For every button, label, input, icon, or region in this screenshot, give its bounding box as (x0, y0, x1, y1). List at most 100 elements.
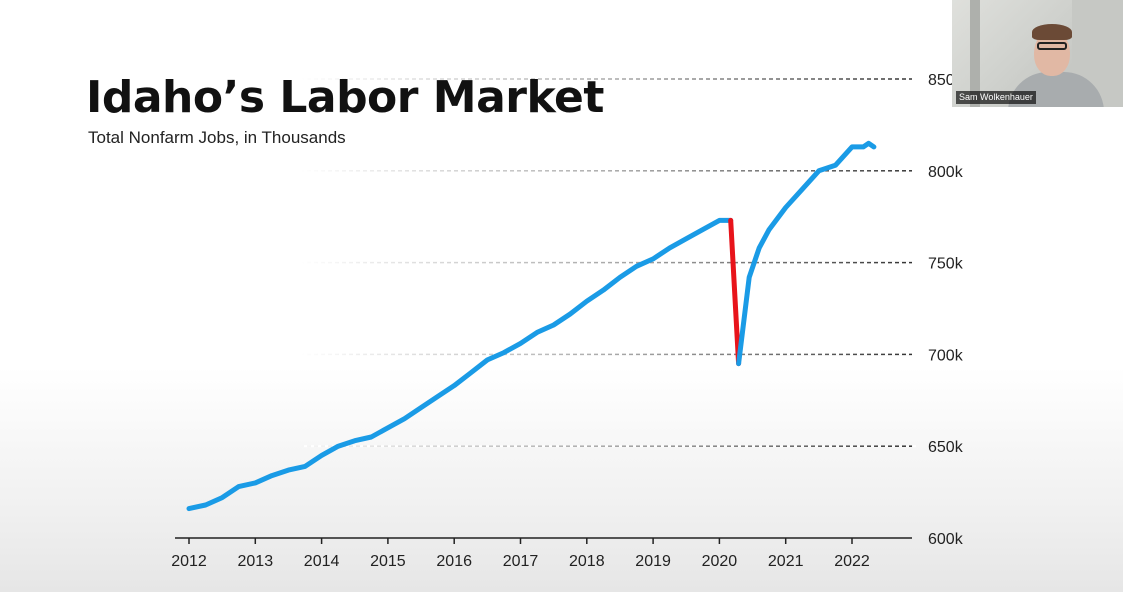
gridline-gap (409, 445, 412, 448)
gridline-gap (913, 353, 916, 356)
gridline-gap (458, 78, 461, 80)
gridline-gap (906, 78, 909, 80)
gridline-gap (864, 78, 867, 80)
gridline-gap (430, 445, 433, 448)
gridline-gap (696, 261, 699, 264)
gridline-gap (451, 78, 454, 80)
x-tick-label-2015: 2015 (370, 553, 406, 570)
gridline-gap (367, 169, 370, 172)
gridline-gap (633, 261, 636, 264)
gridline-gap (388, 78, 391, 80)
gridline-gap (325, 261, 328, 264)
y-tick-label-850: 850 (928, 72, 955, 89)
gridline-gap (465, 445, 468, 448)
gridline-gap (668, 169, 671, 172)
gridline-gap (710, 78, 713, 80)
gridline-gap (339, 261, 342, 264)
webcam-thumbnail[interactable]: Sam Wolkenhauer (952, 0, 1123, 107)
gridline-gap (584, 169, 587, 172)
gridline-gap (549, 445, 552, 448)
gridline-gap (479, 169, 482, 172)
gridline-gap (388, 353, 391, 356)
gridline-gap (605, 353, 608, 356)
gridline-gap (486, 78, 489, 80)
gridline-gap (549, 261, 552, 264)
gridline-gap (395, 445, 398, 448)
gridline-gap (640, 445, 643, 448)
gridline-gap (738, 261, 741, 264)
gridline-gap (780, 445, 783, 448)
gridline-gap (710, 445, 713, 448)
gridline-gap (808, 261, 811, 264)
gridline-gap (836, 353, 839, 356)
gridline-gap (395, 261, 398, 264)
gridline-gap (829, 445, 832, 448)
gridline-gap (899, 78, 902, 80)
gridline-gap (787, 353, 790, 356)
gridline-gap (465, 78, 468, 80)
x-tick-label-2013: 2013 (238, 553, 274, 570)
gridline-gap (577, 169, 580, 172)
gridline-gap (458, 169, 461, 172)
gridline-gap (332, 169, 335, 172)
x-tick-label-2018: 2018 (569, 553, 605, 570)
gridline-gap (500, 445, 503, 448)
gridline-gap (402, 261, 405, 264)
gridline-gap (871, 169, 874, 172)
gridline-gap (913, 261, 916, 264)
gridline-gap (465, 169, 468, 172)
series-line-1 (728, 217, 742, 367)
gridline-gap (710, 261, 713, 264)
gridline-gap (493, 261, 496, 264)
gridline-gap (458, 353, 461, 356)
gridline-gap (388, 261, 391, 264)
gridline-gap (479, 78, 482, 80)
gridline-gap (815, 353, 818, 356)
gridline-gap (710, 169, 713, 172)
gridline-gap (500, 169, 503, 172)
gridline-gap (570, 78, 573, 80)
gridline-gap (871, 445, 874, 448)
gridline-gap (381, 78, 384, 80)
gridline-gap (423, 169, 426, 172)
gridline-gap (780, 78, 783, 80)
gridline-gap (360, 445, 363, 448)
gridline-gap (913, 445, 916, 448)
participant-name-label: Sam Wolkenhauer (956, 91, 1036, 104)
gridline-gap (451, 169, 454, 172)
gridline-gap (724, 445, 727, 448)
gridline-gap (584, 445, 587, 448)
x-tick-label-2016: 2016 (436, 553, 472, 570)
gridline-gap (836, 445, 839, 448)
gridline-gap (682, 78, 685, 80)
gridline-gap (731, 169, 734, 172)
gridline-gap (430, 169, 433, 172)
gridline-gap (528, 353, 531, 356)
gridline-gap (584, 353, 587, 356)
gridline-gap (808, 445, 811, 448)
y-tick-label-750: 750k (928, 256, 964, 273)
gridline-gap (696, 78, 699, 80)
gridline-gap (857, 169, 860, 172)
gridline-gap (878, 353, 881, 356)
gridline-gap (710, 353, 713, 356)
gridline-gap (535, 78, 538, 80)
gridline-gap (780, 169, 783, 172)
gridline-gap (388, 169, 391, 172)
gridline-gap (444, 169, 447, 172)
gridline-gap (857, 353, 860, 356)
gridline-gap (339, 169, 342, 172)
gridline-gap (654, 353, 657, 356)
gridline-gap (654, 445, 657, 448)
gridline-gap (304, 261, 307, 264)
slide-subtitle: Total Nonfarm Jobs, in Thousands (88, 128, 346, 147)
gridline-gap (906, 445, 909, 448)
gridline-gap (626, 261, 629, 264)
gridline-gap (493, 445, 496, 448)
participant-glasses (1037, 42, 1067, 50)
gridline-gap (815, 78, 818, 80)
gridline-gap (563, 261, 566, 264)
gridline-gap (843, 169, 846, 172)
gridline-gap (444, 445, 447, 448)
gridline-gap (451, 445, 454, 448)
